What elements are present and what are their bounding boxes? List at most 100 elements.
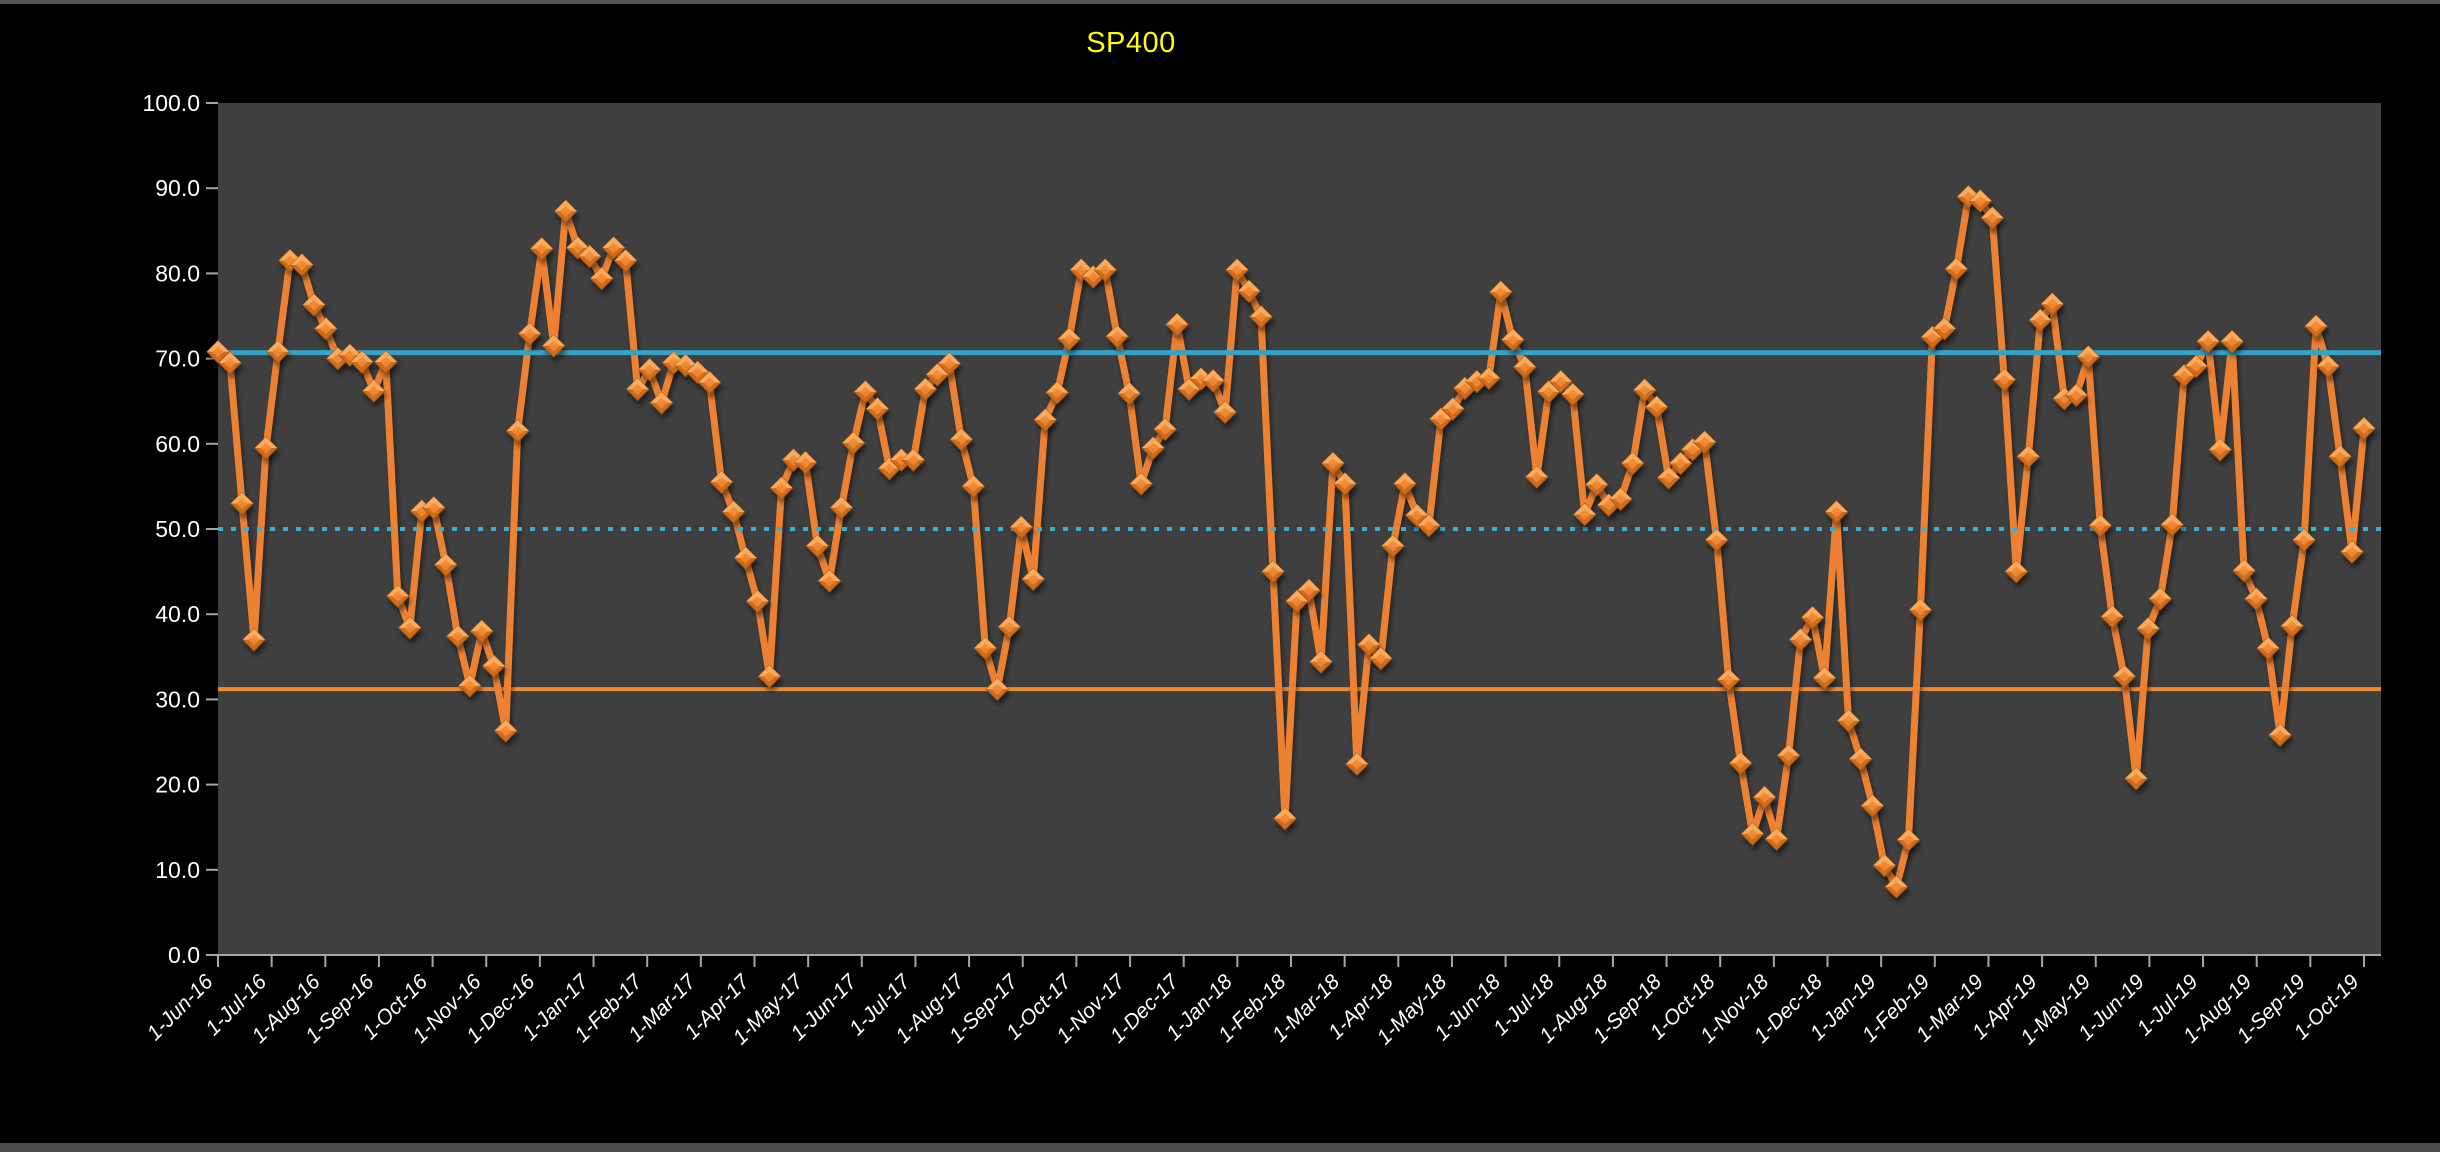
series-marker-face (247, 634, 261, 646)
series-marker-face (583, 251, 596, 262)
y-axis-label: 40.0 (155, 601, 200, 627)
series-marker-highlight (1789, 628, 1812, 640)
series-marker-highlight (1345, 753, 1368, 765)
series-marker-highlight (1669, 452, 1692, 464)
series-marker-highlight (1705, 529, 1728, 541)
series-marker-highlight (1873, 854, 1896, 866)
series-marker-face (1278, 813, 1292, 825)
y-axis-label: 80.0 (155, 260, 200, 286)
series-marker-face (1087, 271, 1100, 283)
series-marker-highlight (686, 361, 709, 373)
series-marker-face (607, 242, 620, 254)
series-marker-highlight (1489, 281, 1512, 293)
series-marker-highlight (818, 569, 841, 581)
series-marker-highlight (2137, 617, 2160, 629)
series-marker-highlight (758, 665, 781, 677)
series-marker-face (1722, 674, 1735, 686)
series-marker-face (1890, 881, 1903, 893)
series-marker-face (2262, 643, 2275, 654)
series-marker-highlight (1645, 396, 1668, 408)
series-marker-highlight (866, 397, 889, 409)
series-marker-highlight (1405, 504, 1428, 516)
series-marker-highlight (266, 340, 289, 352)
series-marker-highlight (926, 363, 949, 375)
series-marker-face (1326, 458, 1340, 469)
x-axis-label: 1-Jun-16 (143, 970, 218, 1045)
series-marker-face (1542, 386, 1555, 398)
series-marker-face (1338, 478, 1351, 490)
series-marker-face (1302, 585, 1316, 596)
series-marker-face (2118, 671, 2131, 682)
series-marker-highlight (1046, 381, 1069, 393)
series-marker-highlight (374, 351, 397, 363)
series-marker-highlight (794, 451, 817, 463)
series-marker-face (223, 357, 237, 369)
series-marker-highlight (2317, 355, 2340, 367)
series-marker-face (871, 403, 884, 415)
series-marker-highlight (506, 420, 529, 432)
series-marker-highlight (1513, 356, 1536, 368)
series-marker-highlight (2077, 345, 2100, 357)
series-marker-highlight (290, 253, 313, 265)
series-marker-face (1290, 596, 1304, 607)
series-marker-face (1494, 287, 1507, 298)
series-marker-face (1518, 362, 1531, 373)
series-marker-face (1398, 478, 1411, 490)
series-marker-highlight (2101, 605, 2124, 617)
series-marker-face (811, 541, 824, 552)
series-marker-face (883, 463, 896, 475)
series-marker-face (1770, 834, 1783, 845)
series-marker-face (1458, 383, 1471, 394)
series-marker-face (1183, 384, 1196, 395)
series-marker-highlight (734, 546, 757, 558)
series-marker-face (475, 626, 488, 637)
series-marker-face (1938, 323, 1951, 335)
series-marker-face (763, 671, 776, 682)
series-marker-highlight (1106, 325, 1129, 337)
series-marker-highlight (1142, 437, 1165, 449)
series-marker-highlight (2269, 724, 2292, 736)
y-axis: 0.0 10.0 20.0 30.0 40.0 50.0 60.0 70.0 80.0 90.0 1… (142, 90, 218, 968)
series-marker-face (403, 622, 416, 634)
series-marker-face (1746, 829, 1759, 840)
series-marker-highlight (1202, 369, 1225, 381)
bottom-edge-bar (0, 1143, 2440, 1152)
series-marker-highlight (2161, 513, 2184, 525)
series-marker-face (2286, 621, 2299, 632)
series-marker-highlight (962, 475, 985, 487)
series-marker-highlight (1034, 408, 1057, 420)
series-marker-face (2046, 299, 2059, 310)
series-marker-highlight (830, 496, 853, 508)
series-marker-highlight (2089, 514, 2112, 526)
series-marker-highlight (1094, 258, 1117, 270)
series-marker-face (2106, 611, 2119, 623)
series-marker-highlight (1573, 503, 1596, 515)
series-marker-highlight (1357, 633, 1380, 645)
series-marker-face (1099, 265, 1112, 276)
series-marker-face (1758, 792, 1771, 803)
series-marker-face (1566, 389, 1579, 400)
series-marker-face (571, 242, 584, 254)
series-marker-highlight (1849, 748, 1872, 760)
series-marker-face (2130, 773, 2143, 785)
series-marker-highlight (1885, 875, 1908, 887)
series-marker-highlight (638, 358, 661, 370)
series-marker-face (979, 643, 992, 654)
series-marker-face (1974, 196, 1987, 207)
series-marker-face (355, 357, 368, 368)
series-marker-face (667, 357, 680, 369)
series-marker-highlight (1993, 368, 2016, 380)
series-marker-highlight (1741, 823, 1764, 835)
series-marker-highlight (446, 625, 469, 637)
series-marker-highlight (1226, 258, 1249, 270)
series-marker-face (1998, 374, 2011, 386)
series-marker-face (2226, 336, 2239, 348)
series-marker-highlight (2353, 417, 2375, 429)
series-marker-face (2202, 336, 2215, 348)
series-marker-highlight (1441, 397, 1464, 409)
series-marker-highlight (1813, 667, 1836, 679)
series-marker-highlight (1417, 514, 1440, 526)
series-marker-highlight (2185, 355, 2208, 367)
series-marker-face (1626, 458, 1639, 469)
